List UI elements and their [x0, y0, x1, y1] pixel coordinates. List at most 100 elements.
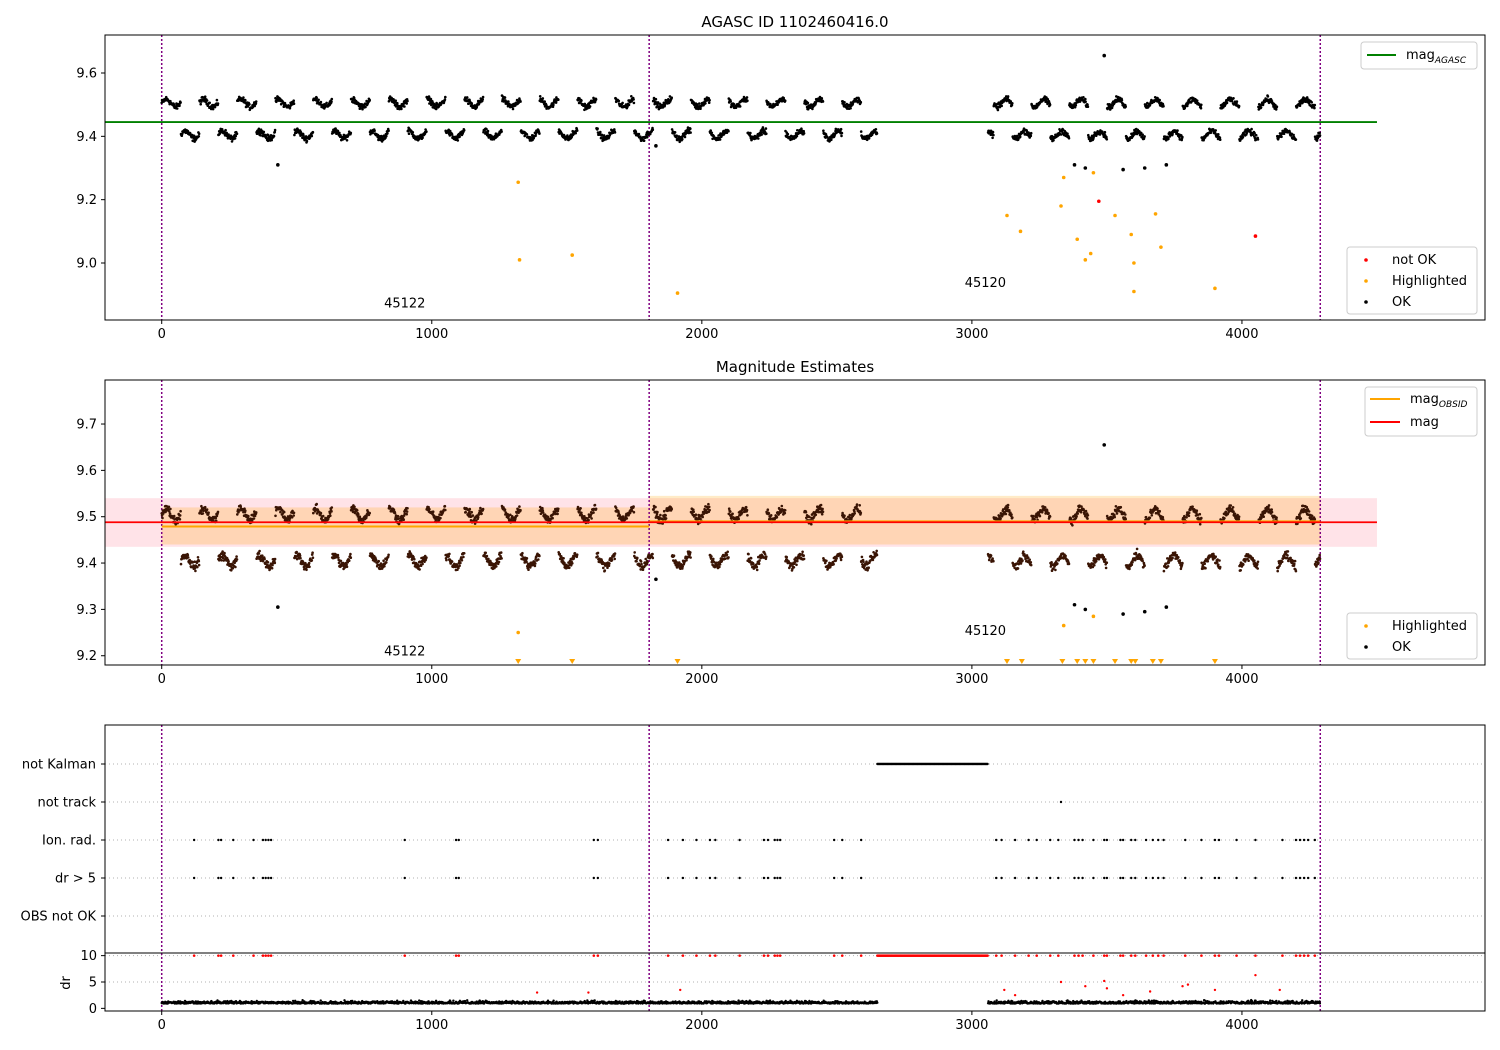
ok-point	[259, 134, 262, 137]
ok-point	[731, 512, 734, 516]
ok-point	[1076, 512, 1079, 515]
ok-point	[1288, 131, 1292, 134]
ok-point	[1067, 136, 1071, 140]
ok-point	[707, 101, 711, 104]
ok-point	[419, 564, 423, 567]
ok-point	[537, 558, 540, 561]
ok-point	[571, 562, 574, 565]
ok-point	[448, 552, 451, 556]
ok-point	[578, 509, 581, 513]
ok-point	[705, 505, 709, 509]
ok-point	[345, 139, 349, 142]
ok-point	[685, 558, 688, 562]
ok-point	[1143, 135, 1146, 138]
ok-point	[329, 514, 332, 517]
ok-point	[425, 556, 428, 559]
ok-point	[564, 138, 567, 141]
ok-point	[1033, 517, 1036, 521]
ok-point	[1313, 106, 1316, 110]
ok-point	[507, 516, 510, 520]
ok-point	[1079, 510, 1083, 514]
ok-point	[600, 134, 604, 137]
ok-point	[802, 132, 806, 135]
ok-point	[566, 134, 569, 137]
ok-point	[273, 557, 277, 561]
ok-point	[862, 560, 865, 563]
ok-point	[821, 100, 825, 103]
data-point	[1142, 166, 1147, 170]
ok-point	[334, 127, 337, 130]
ok-point	[744, 505, 748, 509]
ok-point	[602, 566, 605, 570]
ok-point	[443, 504, 447, 508]
ok-point	[487, 557, 490, 561]
ok-point	[1075, 514, 1078, 518]
ok-point	[447, 554, 451, 558]
legend-label: OK	[1392, 295, 1411, 310]
ok-point	[796, 559, 799, 563]
ok-point	[652, 508, 655, 511]
ok-point	[1043, 506, 1047, 509]
ok-point	[274, 514, 277, 518]
ok-point	[681, 565, 684, 568]
ok-point	[592, 511, 595, 514]
ok-point	[161, 516, 164, 520]
ok-point	[434, 518, 438, 521]
ok-point	[632, 505, 635, 508]
ok-point	[1059, 133, 1063, 136]
ok-point	[357, 512, 360, 516]
ok-point	[168, 512, 172, 515]
ok-point	[1259, 106, 1263, 109]
ok-point	[428, 507, 431, 511]
ok-point	[816, 505, 819, 509]
ok-point	[694, 513, 698, 516]
ok-point	[406, 507, 409, 510]
ok-point	[575, 553, 579, 556]
ok-point	[507, 100, 510, 103]
ok-point	[1031, 514, 1035, 518]
ok-point	[752, 562, 755, 566]
ok-point	[310, 134, 314, 138]
ok-point	[292, 514, 296, 517]
ok-point	[230, 140, 234, 143]
ok-point	[795, 134, 799, 138]
ok-point	[167, 505, 171, 509]
ok-point	[558, 552, 562, 556]
ok-point	[364, 105, 367, 109]
ok-point	[178, 518, 182, 521]
ok-point	[554, 512, 557, 516]
ok-point	[481, 507, 485, 511]
ok-point	[745, 96, 749, 99]
ok-point	[525, 133, 529, 136]
ok-point	[538, 95, 542, 98]
ok-point	[525, 557, 529, 560]
ok-point	[271, 563, 274, 567]
ok-point	[169, 99, 172, 103]
ok-point	[708, 98, 711, 102]
ok-point	[810, 522, 813, 526]
ok-point	[726, 550, 729, 554]
ok-point	[819, 503, 823, 507]
ok-point	[517, 101, 520, 105]
ok-point	[636, 556, 639, 560]
ok-point	[594, 98, 598, 101]
ok-point	[258, 549, 261, 553]
ok-point	[621, 515, 625, 518]
ok-point	[575, 555, 579, 559]
ok-point	[1052, 567, 1055, 570]
ok-point	[1074, 104, 1078, 107]
ok-point	[707, 502, 710, 506]
ok-point	[338, 131, 341, 135]
ok-point	[806, 101, 810, 105]
ok-point	[617, 510, 620, 513]
ok-point	[172, 103, 176, 106]
ok-point	[1021, 559, 1024, 562]
ok-point	[1018, 135, 1022, 139]
ok-point	[769, 517, 773, 521]
ok-point	[1025, 554, 1029, 557]
ok-point	[464, 510, 468, 514]
ok-point	[871, 558, 875, 562]
ok-point	[987, 558, 991, 562]
ok-point	[215, 98, 219, 102]
ok-point	[557, 507, 560, 511]
